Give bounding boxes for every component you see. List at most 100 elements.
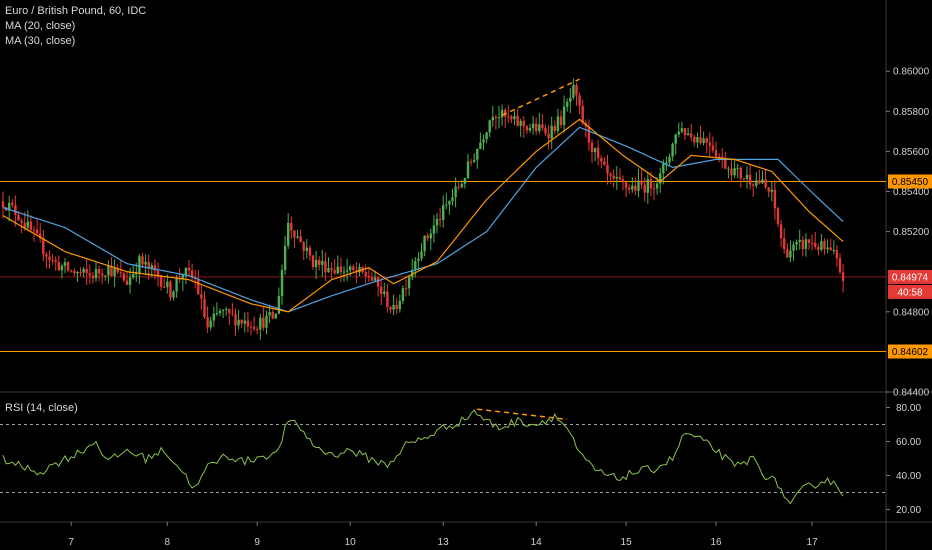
candle-body (70, 270, 73, 272)
candle (209, 316, 212, 331)
candle-body (690, 133, 693, 137)
candle-body (159, 276, 163, 287)
candle (376, 276, 380, 297)
candle (256, 325, 259, 335)
candle-body (209, 320, 212, 328)
candle (57, 255, 60, 271)
candle-body (671, 143, 674, 157)
candle-body (339, 266, 343, 273)
candle-body (268, 312, 271, 316)
candle (792, 241, 795, 261)
candle (432, 215, 436, 243)
candle (634, 177, 637, 195)
candle (293, 230, 296, 248)
candles (1, 78, 845, 340)
candle (516, 108, 519, 127)
candle-body (293, 230, 296, 238)
candle-body (789, 250, 792, 258)
countdown-tag-bg (888, 284, 932, 299)
candle (789, 240, 792, 263)
candle (212, 306, 215, 327)
level-price-tag-bg (888, 174, 932, 189)
candle (231, 303, 234, 317)
candle-body (287, 222, 290, 246)
candle (770, 181, 773, 202)
candle-body (445, 204, 448, 206)
candle (401, 285, 405, 304)
candle-body (575, 84, 578, 96)
candle-body (88, 273, 91, 276)
candle-body (14, 205, 17, 215)
candle (420, 243, 423, 262)
candle-body (807, 239, 811, 243)
candle (395, 298, 398, 315)
candle (26, 210, 29, 232)
candle (404, 279, 408, 297)
candle-body (711, 145, 715, 151)
candle-body (411, 270, 414, 278)
candle-body (761, 179, 764, 184)
candle (215, 302, 219, 317)
candle (203, 291, 206, 319)
candle (156, 262, 160, 287)
candle-body (352, 266, 355, 270)
candle-body (249, 326, 253, 328)
candle-body (107, 265, 110, 276)
time-tick-label: 14 (531, 537, 543, 548)
candle-body (510, 116, 513, 120)
horizontal-levels[interactable] (0, 180, 886, 352)
candle (742, 177, 746, 181)
candle (88, 264, 91, 284)
countdown-tag-text: 40:58 (897, 287, 922, 298)
candle (197, 269, 200, 295)
candle (469, 158, 473, 167)
candle (820, 234, 823, 252)
candle (795, 239, 798, 250)
candle-body (20, 220, 23, 223)
candle (807, 239, 811, 251)
candle (699, 125, 702, 145)
candle (107, 260, 110, 284)
candle (696, 132, 699, 149)
candle (147, 254, 150, 280)
candle (435, 212, 439, 234)
candle (407, 274, 411, 296)
price-tick-label: 0.85600 (893, 147, 930, 158)
candle-body (758, 180, 761, 184)
candle (314, 250, 318, 279)
candle (60, 263, 64, 279)
candle-body (665, 162, 668, 164)
candle (398, 294, 401, 313)
candle (221, 309, 225, 319)
candle (755, 172, 758, 189)
candle (445, 192, 448, 210)
candle (246, 311, 250, 333)
candle (184, 267, 188, 285)
candle (386, 283, 389, 313)
candle-body (314, 259, 318, 268)
candle-body (26, 221, 29, 228)
candle-body (513, 115, 516, 120)
candle-body (395, 304, 398, 310)
rsi-tick-label: 20.00 (896, 505, 921, 516)
candle (841, 264, 845, 293)
candle-body (63, 262, 67, 266)
price-tick-label: 0.85800 (893, 107, 930, 118)
candle-body (631, 185, 634, 190)
candle-body (57, 261, 60, 271)
candle-body (85, 268, 88, 274)
time-tick-label: 13 (438, 537, 450, 548)
candle (550, 116, 553, 150)
candle-body (795, 242, 798, 245)
candle (690, 123, 693, 142)
candle (324, 252, 327, 282)
candle (85, 258, 88, 285)
candle-body (587, 126, 591, 143)
candle (674, 133, 677, 155)
candle-body (531, 123, 535, 129)
candle (54, 256, 57, 271)
candle (234, 308, 237, 337)
candle (73, 268, 76, 277)
candle-body (668, 156, 671, 163)
